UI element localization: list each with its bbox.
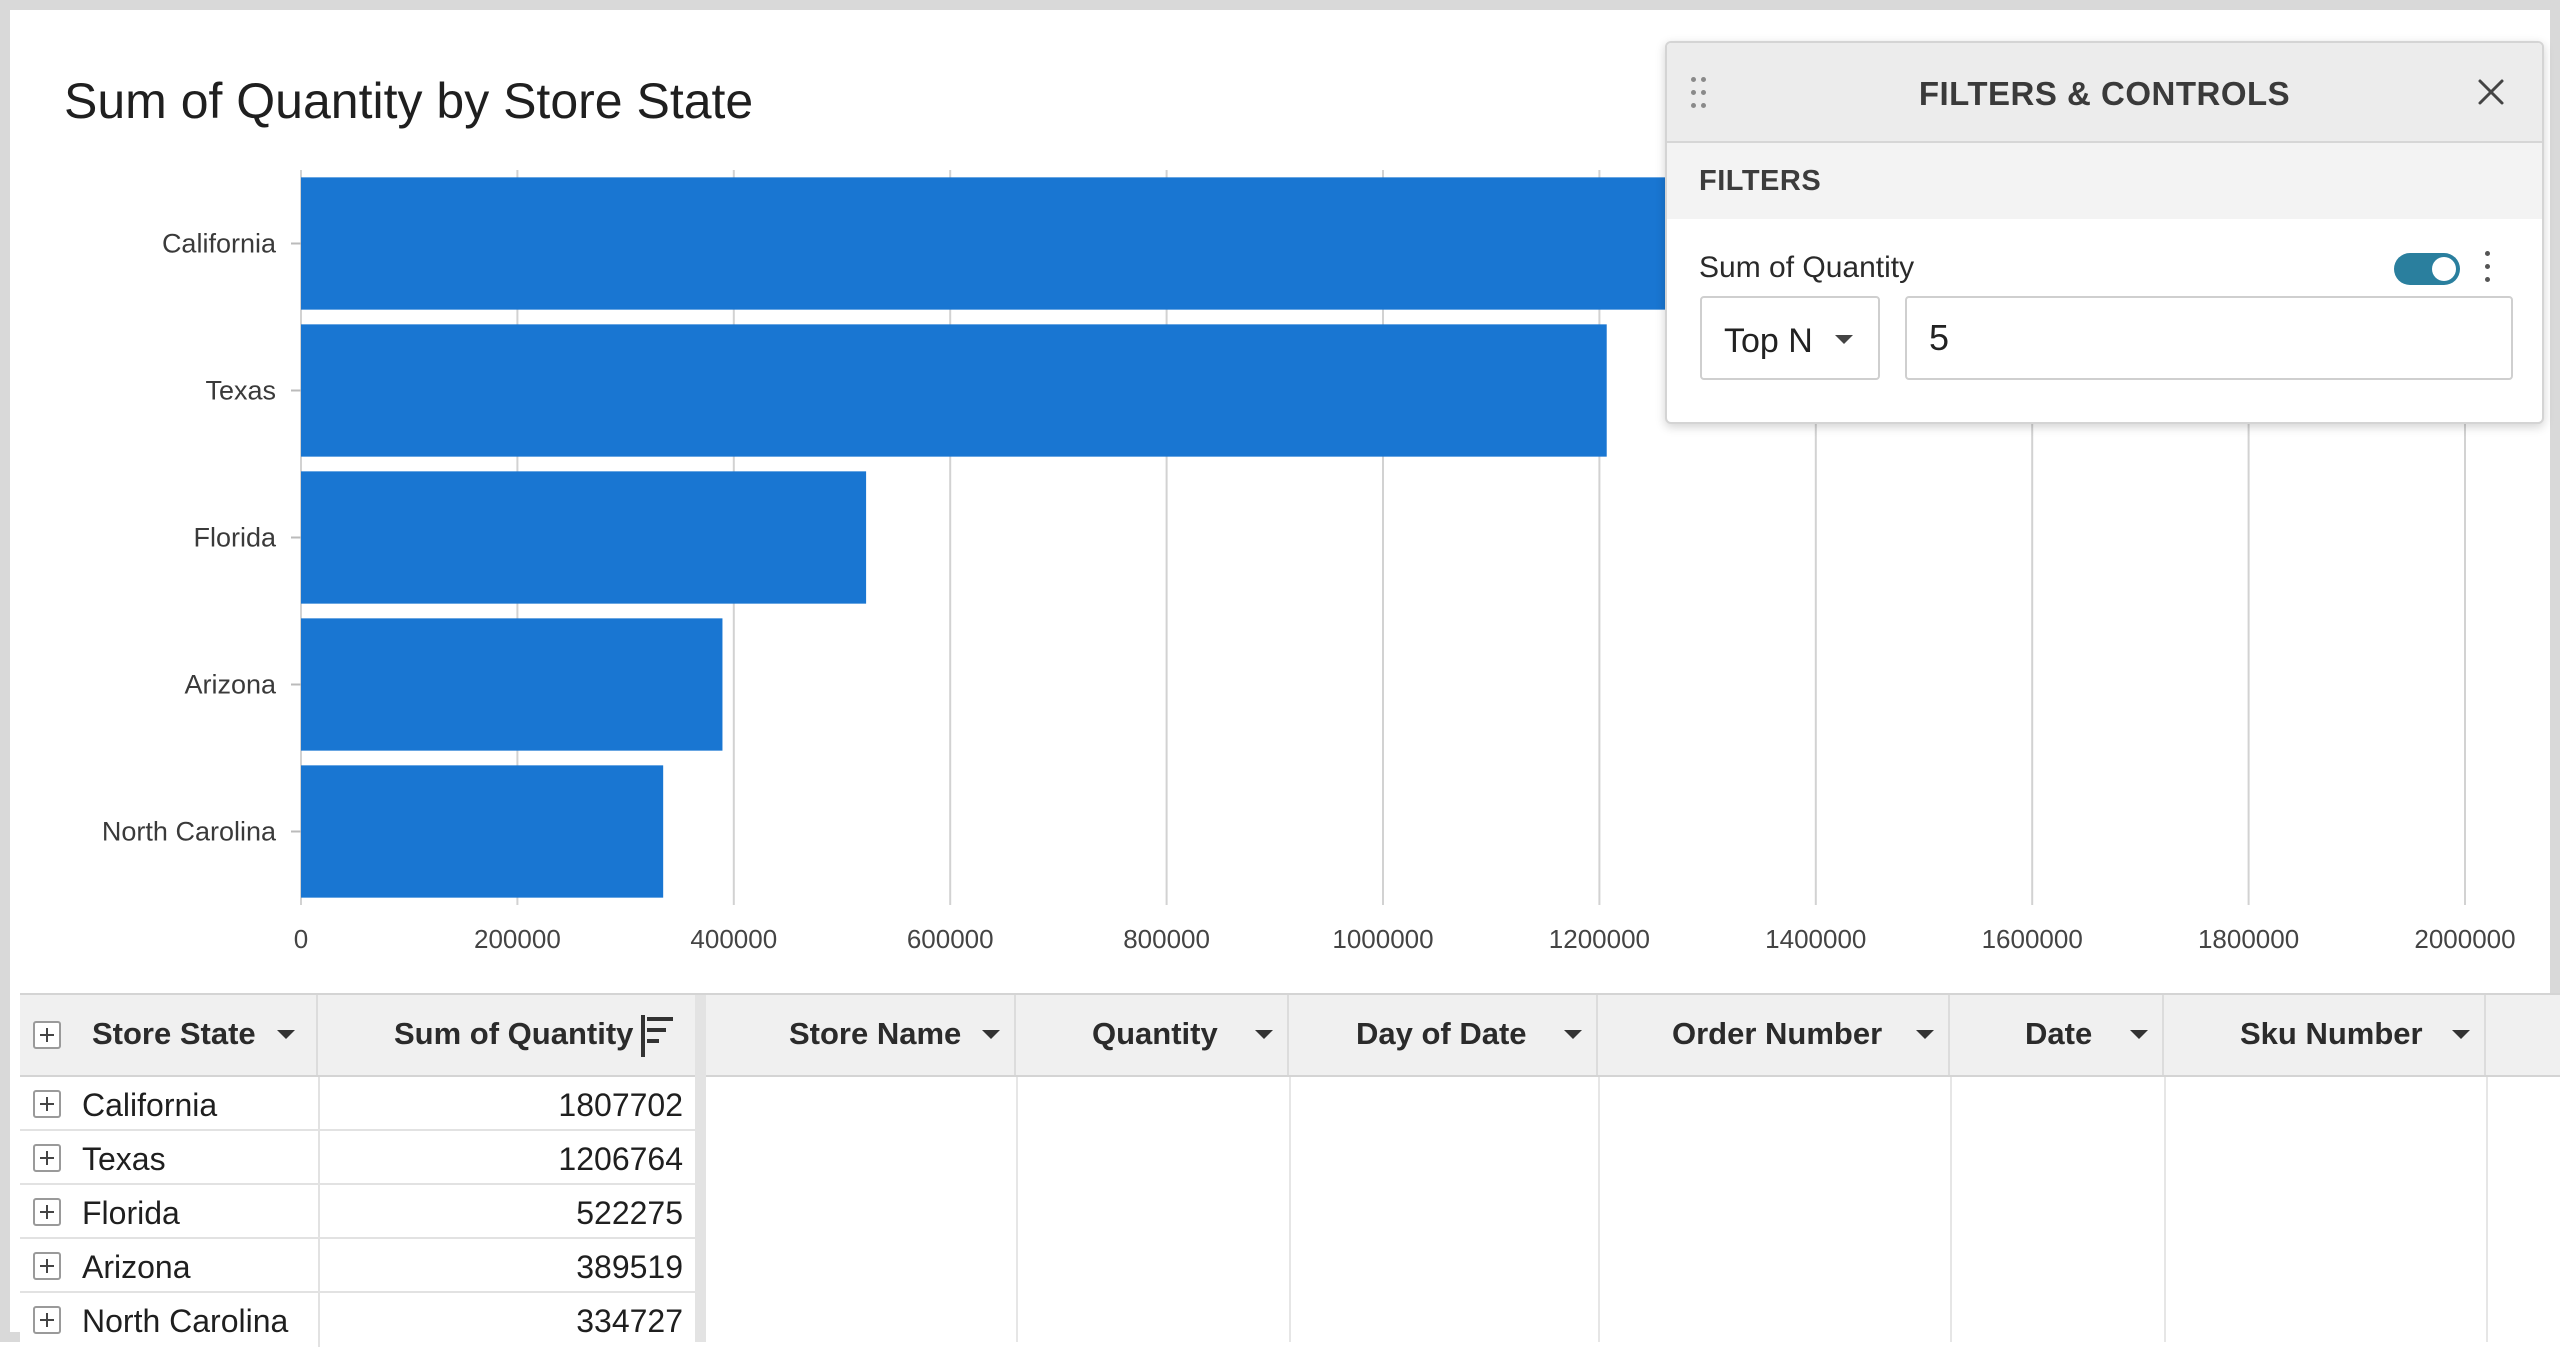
column-group-separator: [695, 995, 706, 1342]
expand-row-icon[interactable]: [33, 1144, 61, 1172]
table-row[interactable]: Arizona 389519: [20, 1239, 695, 1293]
column-header-label: Order Number: [1672, 1016, 1883, 1051]
chevron-down-icon[interactable]: [1916, 1030, 1934, 1039]
column-header-label: Sku Number: [2240, 1016, 2423, 1051]
store-state-cell: Arizona: [82, 1249, 191, 1285]
table-row[interactable]: Texas 1206764: [20, 1131, 695, 1185]
filters-section-header: FILTERS: [1667, 143, 2542, 219]
chevron-down-icon[interactable]: [277, 1030, 295, 1039]
cell-divider: [318, 1131, 320, 1185]
column-header-label: Sum of Quantity: [394, 1016, 634, 1051]
bar-arizona[interactable]: [301, 618, 723, 751]
sum-of-quantity-cell: 1807702: [558, 1087, 683, 1123]
chart-category-labels: California Texas Florida Arizona North Carol…: [102, 229, 277, 847]
column-divider: [1289, 1077, 1291, 1342]
column-header-label: Date: [2025, 1016, 2093, 1051]
sum-of-quantity-cell: 522275: [576, 1195, 683, 1231]
expand-row-icon[interactable]: [33, 1306, 61, 1334]
table-row[interactable]: North Carolina 334727: [20, 1293, 695, 1347]
chevron-down-icon[interactable]: [2452, 1030, 2470, 1039]
chevron-down-icon[interactable]: [1564, 1030, 1582, 1039]
x-tick-label: 1200000: [1549, 924, 1650, 954]
table-header-row: Store State Sum of Quantity Store Name Q: [20, 995, 2560, 1077]
filter-mode-select[interactable]: Top N: [1700, 296, 1880, 380]
store-state-cell: Florida: [82, 1195, 180, 1231]
expand-all-icon[interactable]: [33, 1021, 61, 1049]
panel-title: FILTERS & CONTROLS: [1918, 75, 2291, 112]
filter-mode-value: Top N: [1724, 322, 1813, 360]
cell-divider: [318, 1185, 320, 1239]
category-label: Florida: [193, 523, 277, 553]
store-state-cell: Texas: [82, 1141, 166, 1177]
column-divider: [2164, 1077, 2166, 1342]
more-options-icon[interactable]: [2482, 247, 2494, 287]
chevron-down-icon: [1835, 335, 1853, 344]
filter-enabled-toggle[interactable]: [2394, 253, 2460, 285]
panel-header: FILTERS & CONTROLS: [1667, 43, 2542, 143]
expand-row-icon[interactable]: [33, 1198, 61, 1226]
x-tick-label: 200000: [474, 924, 561, 954]
cell-divider: [318, 1239, 320, 1293]
bar-florida[interactable]: [301, 471, 867, 604]
filters-controls-panel: FILTERS & CONTROLS FILTERS Sum of Quanti…: [1665, 41, 2544, 424]
store-state-cell: North Carolina: [82, 1303, 289, 1339]
table-row[interactable]: Florida 522275: [20, 1185, 695, 1239]
column-header-store-state[interactable]: Store State: [20, 995, 318, 1075]
bar-north-carolina[interactable]: [301, 765, 664, 898]
x-tick-label: 400000: [690, 924, 777, 954]
expand-row-icon[interactable]: [33, 1090, 61, 1118]
top-n-value-input[interactable]: [1905, 296, 2513, 380]
category-label: Arizona: [184, 670, 277, 700]
x-tick-label: 1000000: [1332, 924, 1433, 954]
column-header-order-number[interactable]: Order Number: [1598, 995, 1950, 1075]
category-label: California: [162, 229, 277, 259]
chevron-down-icon[interactable]: [2130, 1030, 2148, 1039]
column-divider: [2486, 1077, 2488, 1342]
column-divider: [1950, 1077, 1952, 1342]
table-row[interactable]: California 1807702: [20, 1077, 695, 1131]
column-header-date[interactable]: Date: [1950, 995, 2164, 1075]
x-tick-label: 1800000: [2198, 924, 2299, 954]
x-tick-label: 2000000: [2414, 924, 2515, 954]
column-header-sku-number[interactable]: Sku Number: [2164, 995, 2486, 1075]
cell-divider: [318, 1077, 320, 1131]
filters-section-label: FILTERS: [1699, 165, 1822, 197]
column-header-label: Store State: [92, 1016, 256, 1051]
filter-name: Sum of Quantity: [1699, 251, 1915, 284]
category-label: Texas: [205, 376, 276, 406]
data-table: Store State Sum of Quantity Store Name Q: [20, 993, 2560, 1347]
column-divider: [1598, 1077, 1600, 1342]
toggle-knob: [2432, 257, 2456, 281]
column-header-label: Day of Date: [1356, 1016, 1527, 1051]
sum-of-quantity-cell: 334727: [576, 1303, 683, 1339]
column-header-label: Store Name: [789, 1016, 962, 1051]
category-label: North Carolina: [102, 817, 277, 847]
sum-of-quantity-cell: 1206764: [558, 1141, 683, 1177]
chevron-down-icon[interactable]: [1255, 1030, 1273, 1039]
drag-handle-icon[interactable]: [1689, 75, 1709, 111]
column-header-label: Quantity: [1092, 1016, 1218, 1051]
x-tick-label: 600000: [907, 924, 994, 954]
x-tick-label: 1600000: [1982, 924, 2083, 954]
x-tick-label: 1400000: [1765, 924, 1866, 954]
column-divider: [1016, 1077, 1018, 1342]
chart-x-tick-labels: 0 200000 400000 600000 800000 1000000 1200000 1…: [294, 924, 2516, 954]
column-header-quantity[interactable]: Quantity: [1016, 995, 1289, 1075]
bar-texas[interactable]: [301, 324, 1607, 457]
sort-descending-icon[interactable]: [641, 1015, 675, 1057]
close-icon[interactable]: [2476, 77, 2506, 107]
column-header-day-of-date[interactable]: Day of Date: [1289, 995, 1598, 1075]
sum-of-quantity-cell: 389519: [576, 1249, 683, 1285]
x-tick-label: 800000: [1123, 924, 1210, 954]
expand-row-icon[interactable]: [33, 1252, 61, 1280]
cell-divider: [318, 1293, 320, 1347]
x-tick-label: 0: [294, 924, 308, 954]
chevron-down-icon[interactable]: [982, 1030, 1000, 1039]
column-header-store-name[interactable]: Store Name: [706, 995, 1016, 1075]
store-state-cell: California: [82, 1087, 218, 1123]
chart-title: Sum of Quantity by Store State: [64, 73, 754, 129]
column-header-sum-of-quantity[interactable]: Sum of Quantity: [318, 995, 695, 1075]
